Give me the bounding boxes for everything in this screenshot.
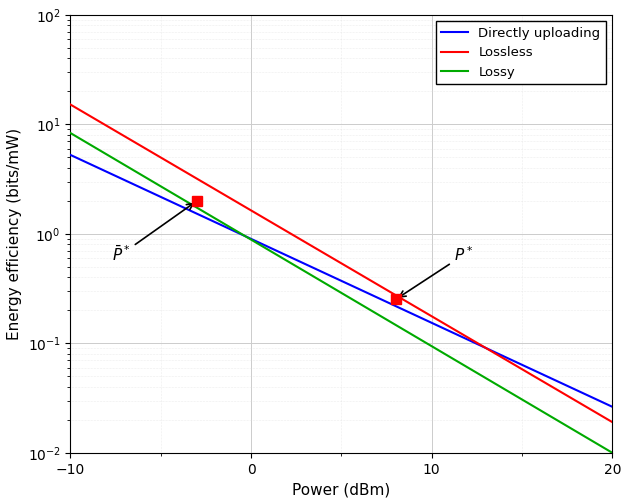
Lossless: [305, 241, 313, 247]
Line: Lossy: Lossy: [70, 133, 612, 453]
Directly uploading: [439, 325, 447, 331]
X-axis label: Power (dBm): Power (dBm): [292, 482, 391, 497]
Line: Directly uploading: Directly uploading: [70, 155, 612, 407]
Lossy: [609, 450, 616, 456]
Lossless: [609, 419, 616, 425]
Directly uploading: [286, 254, 293, 260]
Legend: Directly uploading, Lossless, Lossy: Directly uploading, Lossless, Lossy: [436, 21, 606, 84]
Lossless: [67, 101, 74, 107]
Lossless: [439, 320, 447, 326]
Lossy: [489, 380, 497, 386]
Directly uploading: [489, 348, 497, 354]
Directly uploading: [67, 152, 74, 158]
Lossy: [67, 130, 74, 136]
Directly uploading: [499, 353, 507, 359]
Line: Lossless: Lossless: [70, 104, 612, 422]
Lossy: [286, 259, 293, 265]
Text: $P^*$: $P^*$: [399, 245, 474, 297]
Lossy: [305, 271, 313, 277]
Lossless: [286, 230, 293, 236]
Lossless: [122, 134, 129, 140]
Lossless: [489, 349, 497, 355]
Directly uploading: [122, 177, 129, 183]
Lossless: [499, 355, 507, 361]
Lossy: [499, 385, 507, 391]
Lossy: [439, 350, 447, 356]
Lossy: [122, 163, 129, 169]
Directly uploading: [305, 263, 313, 269]
Directly uploading: [609, 404, 616, 410]
Text: $\bar{P}^*$: $\bar{P}^*$: [112, 204, 193, 264]
Y-axis label: Energy efficiency (bits/mW): Energy efficiency (bits/mW): [7, 128, 22, 340]
